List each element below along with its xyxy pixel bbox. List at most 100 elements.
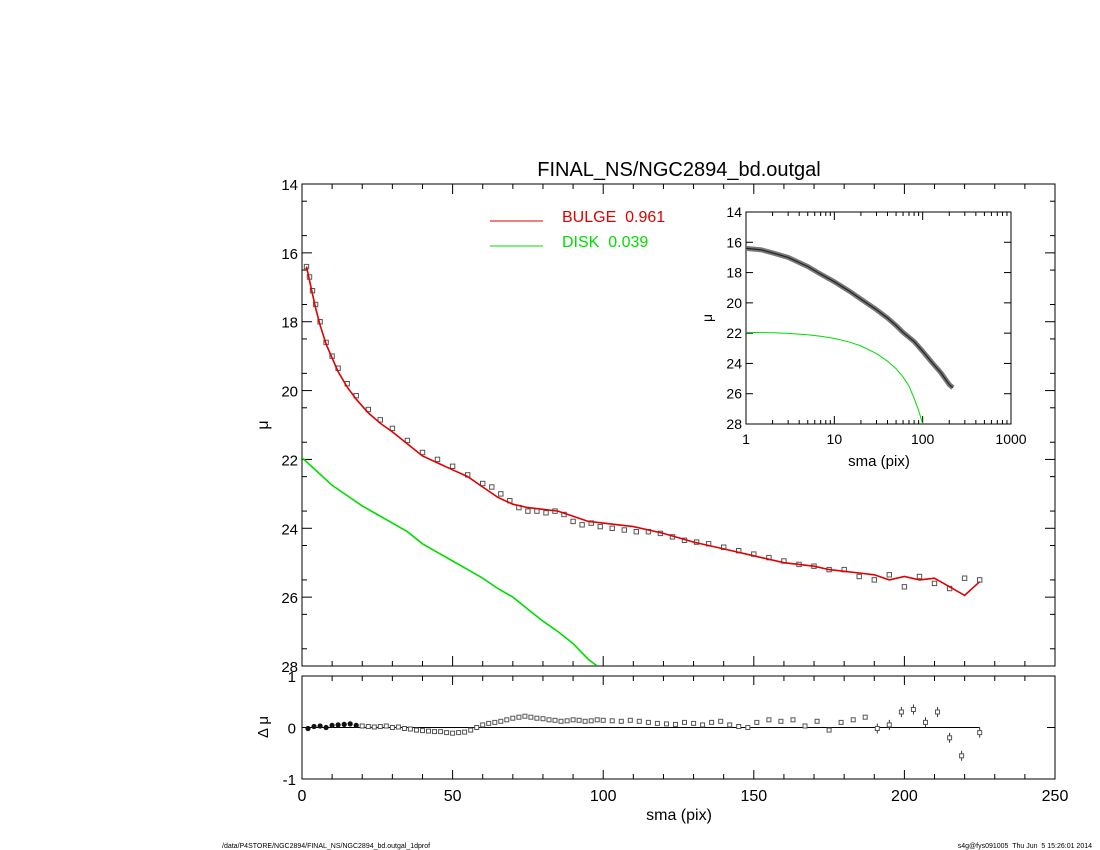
residual-point	[754, 719, 760, 725]
residual-point	[462, 729, 468, 735]
residual-point	[814, 718, 820, 724]
main-y-tick-label: 26	[281, 590, 298, 607]
main-frame	[301, 183, 1056, 667]
data-point	[916, 573, 923, 580]
data-point	[579, 522, 585, 528]
inset-data-line	[746, 247, 954, 389]
residual-point	[564, 718, 570, 724]
residual-point	[329, 722, 335, 729]
residual-point	[645, 719, 651, 725]
residual-point	[718, 718, 724, 724]
residual-point	[353, 722, 359, 729]
data-point	[621, 527, 627, 533]
residual-point	[850, 717, 856, 723]
residual-point	[947, 735, 953, 741]
residual-point	[874, 726, 880, 731]
inset-y-tick-label: 28	[726, 416, 742, 432]
inset-y-axis-label: μ	[699, 314, 715, 322]
data-point	[977, 577, 983, 583]
residual-point	[395, 724, 401, 730]
residual-point	[365, 724, 371, 729]
residual-point	[359, 723, 365, 729]
residual-point	[504, 717, 510, 723]
residual-point	[600, 717, 606, 723]
residual-point	[456, 730, 462, 736]
series-bulge-line	[305, 266, 981, 597]
residual-point	[516, 714, 522, 720]
residual-point	[898, 709, 904, 715]
residual-point	[862, 714, 868, 720]
data-point	[588, 520, 594, 526]
residual-point	[778, 718, 784, 724]
residual-point	[790, 717, 796, 723]
main-y-tick-label: 22	[281, 452, 298, 469]
data-point	[871, 577, 877, 583]
x-tick-label: 100	[590, 788, 617, 805]
inset-y-tick-label: 22	[726, 325, 742, 341]
inset-y-tick-label: 16	[726, 234, 742, 250]
data-point	[886, 572, 892, 578]
inset-y-tick-label: 14	[726, 204, 742, 220]
inset-y-tick-label: 24	[726, 355, 742, 371]
residual-point	[480, 722, 486, 728]
x-tick-label: 50	[444, 788, 462, 805]
residual-point	[618, 718, 624, 724]
main-y-tick-label: 28	[281, 659, 298, 676]
residual-point	[745, 725, 751, 730]
x-tick-label: 200	[891, 788, 918, 805]
residual-point	[673, 721, 678, 727]
inset-frame	[745, 211, 1012, 425]
legend-disk-label: DISK 0.039	[562, 234, 648, 251]
residual-point	[682, 719, 687, 725]
residual-point	[510, 715, 516, 721]
data-point	[404, 437, 411, 444]
data-point	[498, 491, 504, 497]
inset-x-tick-label: 1000	[995, 431, 1026, 447]
residual-point	[486, 720, 492, 726]
inset-x-tick-label: 10	[827, 431, 843, 447]
residual-point	[959, 753, 965, 759]
data-point	[597, 523, 603, 530]
residual-point	[468, 727, 474, 733]
x-tick-label: 150	[740, 788, 767, 805]
residual-point	[540, 716, 546, 722]
data-point	[525, 508, 531, 514]
data-point	[377, 417, 384, 423]
inset-y-tick-label: 26	[726, 386, 742, 402]
x-axis-label: sma (pix)	[646, 807, 712, 824]
residual-point	[414, 727, 419, 733]
residual-point	[664, 721, 669, 727]
residual-point	[570, 717, 576, 723]
main-y-tick-label: 18	[281, 315, 298, 332]
inset-y-tick-label: 18	[726, 265, 742, 281]
residual-point	[528, 714, 534, 720]
residual-point	[492, 719, 498, 725]
data-point	[901, 584, 908, 590]
residual-point	[498, 718, 504, 724]
residual-point	[558, 718, 564, 724]
inset-x-tick-label: 1	[742, 431, 750, 447]
data-point	[609, 525, 615, 531]
residual-point	[432, 729, 437, 735]
residual-point	[935, 709, 940, 715]
residual-point	[609, 718, 615, 724]
residual-point	[389, 725, 395, 730]
residual-point	[534, 715, 540, 721]
inset-panel: 14 16 18 20 22 24 26 281 10 100 1000 sma (pix) μ	[699, 204, 1027, 470]
main-y-tick-label: 14	[281, 177, 298, 194]
residual-point	[691, 720, 697, 726]
data-point	[389, 425, 396, 432]
residual-point	[910, 707, 916, 712]
residual-y-axis-label: Δ μ	[255, 716, 272, 738]
legend-bulge-label: BULGE 0.961	[562, 209, 665, 226]
footer-timestamp: s4g@fys091005 Thu Jun 5 15:26:01 2014	[958, 843, 1092, 850]
main-y-tick-label: 24	[281, 521, 298, 538]
residual-point	[838, 719, 844, 725]
inset-ticks: 14 16 18 20 22 24 26 281 10 100 1000	[726, 204, 1026, 447]
footer-file-path: /data/P4STORE/NGC2894/FINAL_NS/NGC2894_b…	[222, 843, 430, 850]
residual-point	[594, 717, 600, 723]
residual-point	[444, 730, 450, 736]
residual-series	[302, 704, 983, 761]
legend: BULGE 0.961 DISK 0.039	[490, 209, 665, 251]
data-point	[931, 580, 938, 587]
